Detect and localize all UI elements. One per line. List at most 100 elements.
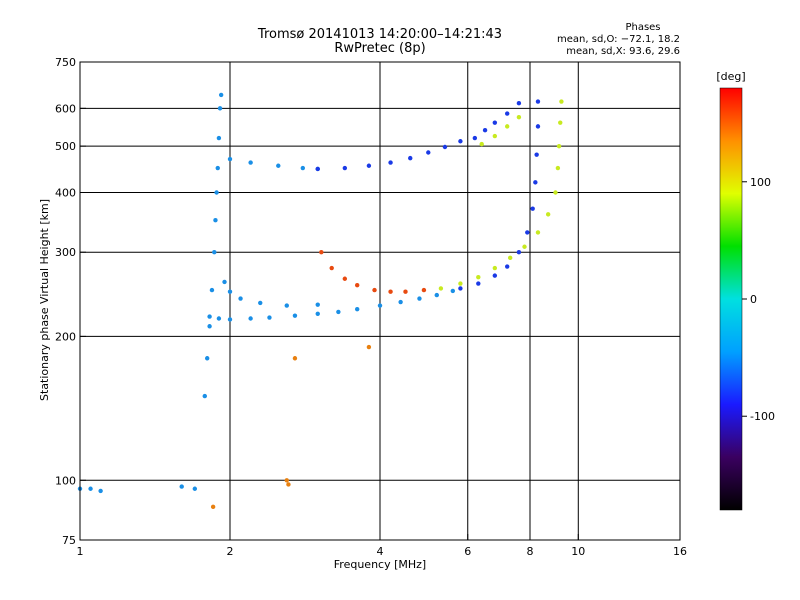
data-point [403, 289, 408, 294]
data-point [212, 250, 217, 255]
data-point [408, 155, 413, 161]
data-point [482, 127, 488, 133]
data-point [421, 287, 427, 293]
data-point [342, 165, 348, 171]
data-point [218, 92, 224, 98]
data-point [98, 488, 103, 494]
x-tick-label: 6 [464, 545, 471, 558]
colorbar-ticks: 100 0 -100 [742, 176, 775, 423]
x-tick-label: 8 [527, 545, 534, 558]
data-point [417, 296, 422, 301]
data-point [192, 486, 198, 491]
data-point [458, 281, 463, 286]
colorbar [719, 87, 743, 511]
data-point [204, 356, 210, 361]
data-point [315, 166, 320, 172]
data-point [398, 299, 403, 305]
colorbar-label: [deg] [716, 70, 745, 83]
x-tick-label: 1 [77, 545, 84, 558]
data-point [535, 99, 541, 104]
data-point [227, 156, 233, 162]
x-tick-label: 4 [377, 545, 384, 558]
data-point [315, 302, 320, 307]
data-point [238, 296, 243, 301]
data-point [545, 212, 551, 217]
data-point [286, 482, 291, 487]
data-point [504, 111, 510, 116]
data-point [534, 152, 539, 157]
y-tick-label: 100 [55, 474, 76, 487]
data-point [535, 230, 541, 235]
data-point [556, 143, 562, 149]
y-tick-label: 600 [55, 102, 76, 115]
data-point [217, 106, 223, 111]
data-point [258, 300, 263, 306]
data-point [267, 315, 272, 320]
stats-line-o: mean, sd,O: −72.1, 18.2 [557, 34, 680, 45]
stats-line-x: mean, sd,X: 93.6, 29.6 [566, 46, 680, 57]
data-point [492, 273, 498, 278]
data-point [300, 165, 306, 171]
x-ticks: 1 2 4 6 8 10 16 [77, 534, 687, 558]
data-point [507, 255, 513, 261]
data-point [516, 250, 522, 255]
data-point [202, 393, 207, 399]
data-point [292, 313, 298, 318]
data-point [354, 282, 360, 288]
data-point [354, 306, 360, 312]
data-point [179, 484, 184, 489]
data-point [216, 135, 222, 141]
x-tick-label: 16 [673, 545, 687, 558]
data-point [284, 478, 289, 483]
data-point [522, 244, 527, 249]
data-point [438, 286, 444, 291]
x-axis-title: Frequency [MHz] [334, 558, 426, 571]
data-point [248, 160, 253, 165]
data-point [492, 133, 498, 139]
data-point [213, 218, 218, 223]
data-point [516, 100, 522, 106]
chart-title: Tromsø 20141013 14:20:00–14:21:43 [257, 27, 502, 42]
data-point [222, 279, 227, 285]
data-point [434, 292, 439, 298]
y-tick-label: 400 [55, 186, 76, 199]
data-point [472, 135, 478, 141]
y-tick-label: 200 [55, 330, 76, 343]
data-point [209, 287, 215, 293]
data-point [533, 180, 538, 185]
data-point [525, 230, 530, 235]
data-point [377, 303, 383, 308]
data-point [559, 99, 564, 104]
data-point [319, 250, 324, 255]
x-tick-label: 2 [227, 545, 234, 558]
y-tick-label: 300 [55, 246, 76, 259]
data-point [492, 265, 498, 271]
data-point [530, 206, 535, 211]
data-point [276, 163, 281, 168]
data-point [342, 276, 348, 281]
data-point [372, 287, 377, 293]
data-point [227, 289, 233, 294]
data-point [284, 303, 289, 308]
data-points [77, 92, 564, 510]
data-point [388, 160, 393, 165]
y-tick-label: 750 [55, 56, 76, 69]
y-tick-label: 75 [62, 534, 76, 547]
data-point [366, 163, 372, 168]
grid-lines [80, 62, 680, 540]
data-point [492, 120, 498, 125]
data-point [426, 150, 431, 155]
chart-subtitle: RwPretec (8p) [334, 41, 425, 56]
data-point [479, 141, 484, 147]
data-point [553, 190, 558, 195]
data-point [388, 289, 393, 294]
data-point [292, 356, 298, 361]
data-point [227, 317, 233, 322]
data-point [504, 264, 510, 269]
data-point [476, 281, 481, 286]
data-point [558, 120, 563, 125]
y-axis-title: Stationary phase Virtual Height [km] [38, 199, 51, 401]
data-point [315, 311, 320, 316]
data-point [516, 114, 522, 120]
